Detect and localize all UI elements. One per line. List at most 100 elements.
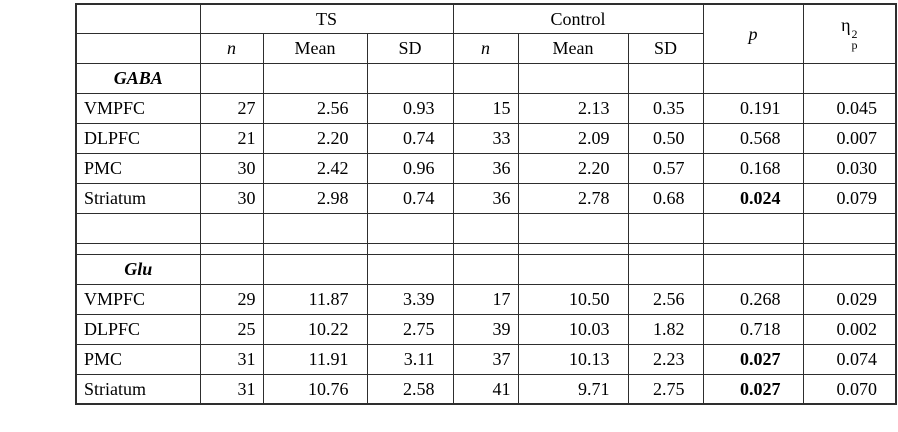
control-sd-cell: 2.75 — [627, 373, 704, 405]
empty-cell — [702, 242, 804, 255]
empty-cell — [702, 62, 804, 94]
table-row: VMPFC 29 11.87 3.39 17 10.50 2.56 0.268 … — [75, 283, 897, 315]
empty-cell — [517, 212, 629, 244]
control-n-cell: 41 — [452, 373, 519, 405]
ts-sd-cell: 2.58 — [366, 373, 454, 405]
empty-cell — [262, 212, 368, 244]
section-label: GABA — [75, 62, 201, 94]
empty-cell — [452, 212, 519, 244]
empty-cell — [199, 212, 264, 244]
table-row: DLPFC 25 10.22 2.75 39 10.03 1.82 0.718 … — [75, 313, 897, 345]
empty-cell — [517, 253, 629, 285]
empty-cell — [517, 62, 629, 94]
eta-symbol: η — [841, 15, 851, 36]
control-n-cell: 39 — [452, 313, 519, 345]
control-n-cell: 37 — [452, 343, 519, 375]
control-mean-cell: 2.78 — [517, 182, 629, 214]
empty-cell — [75, 212, 201, 244]
ts-sd-cell: 0.93 — [366, 92, 454, 124]
empty-cell — [366, 242, 454, 255]
ts-n-cell: 31 — [199, 343, 264, 375]
region-cell: PMC — [75, 152, 201, 184]
control-n-cell: 17 — [452, 283, 519, 315]
control-mean-cell: 2.13 — [517, 92, 629, 124]
region-cell: VMPFC — [75, 92, 201, 124]
header-row-stats: n Mean SD n Mean SD — [75, 32, 896, 64]
empty-cell — [366, 253, 454, 285]
empty-cell — [802, 62, 897, 94]
ts-n-header: n — [199, 32, 264, 64]
empty-cell — [366, 62, 454, 94]
ts-mean-cell: 2.42 — [262, 152, 368, 184]
region-cell: PMC — [75, 343, 201, 375]
control-mean-cell: 2.09 — [517, 122, 629, 154]
control-mean-header: Mean — [517, 32, 629, 64]
p-value-cell: 0.168 — [702, 152, 804, 184]
control-mean-cell: 10.03 — [517, 313, 629, 345]
region-cell: Striatum — [75, 373, 201, 405]
spacer-row — [75, 212, 897, 244]
p-value-cell: 0.024 — [702, 182, 804, 214]
control-mean-cell: 2.20 — [517, 152, 629, 184]
table-row: PMC 30 2.42 0.96 36 2.20 0.57 0.168 0.03… — [75, 152, 897, 184]
p-value-cell: 0.191 — [702, 92, 804, 124]
ts-mean-cell: 2.20 — [262, 122, 368, 154]
empty-cell — [802, 253, 897, 285]
control-sd-cell: 2.23 — [627, 343, 704, 375]
eta-superscript: 2 — [851, 27, 858, 42]
ts-mean-cell: 10.76 — [262, 373, 368, 405]
p-value-cell: 0.568 — [702, 122, 804, 154]
section-label: Glu — [75, 253, 201, 285]
region-cell: VMPFC — [75, 283, 201, 315]
empty-cell — [627, 62, 704, 94]
ts-group-header: TS — [199, 3, 454, 34]
control-mean-cell: 10.13 — [517, 343, 629, 375]
ts-n-cell: 29 — [199, 283, 264, 315]
empty-cell — [199, 62, 264, 94]
ts-n-cell: 30 — [199, 152, 264, 184]
ts-mean-cell: 2.98 — [262, 182, 368, 214]
eta-squared-cell: 0.030 — [802, 152, 897, 184]
empty-cell — [199, 242, 264, 255]
empty-cell — [262, 62, 368, 94]
ts-sd-cell: 0.74 — [366, 182, 454, 214]
eta-squared-cell: 0.045 — [802, 92, 897, 124]
control-n-header: n — [452, 32, 519, 64]
empty-cell — [452, 62, 519, 94]
ts-mean-cell: 11.91 — [262, 343, 368, 375]
empty-cell — [517, 242, 629, 255]
ts-n-cell: 27 — [199, 92, 264, 124]
table-row: VMPFC 27 2.56 0.93 15 2.13 0.35 0.191 0.… — [75, 92, 897, 124]
p-value-cell: 0.027 — [702, 373, 804, 405]
control-sd-cell: 0.50 — [627, 122, 704, 154]
section-row-glu: Glu — [75, 253, 897, 285]
ts-sd-cell: 3.11 — [366, 343, 454, 375]
ts-sd-cell: 2.75 — [366, 313, 454, 345]
control-sd-cell: 1.82 — [627, 313, 704, 345]
control-n-cell: 36 — [452, 182, 519, 214]
control-mean-cell: 9.71 — [517, 373, 629, 405]
ts-mean-cell: 11.87 — [262, 283, 368, 315]
ts-n-cell: 25 — [199, 313, 264, 345]
control-group-header: Control — [452, 3, 704, 34]
ts-sd-header: SD — [366, 32, 454, 64]
control-sd-cell: 0.57 — [627, 152, 704, 184]
ts-mean-header: Mean — [262, 32, 368, 64]
empty-cell — [627, 253, 704, 285]
empty-cell — [702, 212, 804, 244]
eta-squared-cell: 0.070 — [802, 373, 897, 405]
ts-mean-cell: 10.22 — [262, 313, 368, 345]
empty-cell — [262, 242, 368, 255]
region-cell: Striatum — [75, 182, 201, 214]
eta-squared-cell: 0.007 — [802, 122, 897, 154]
spacer-row-short — [75, 242, 897, 255]
p-column-header: p — [702, 3, 804, 64]
control-sd-cell: 0.68 — [627, 182, 704, 214]
p-value-cell: 0.268 — [702, 283, 804, 315]
p-value-cell: 0.718 — [702, 313, 804, 345]
empty-cell — [802, 242, 897, 255]
eta-squared-cell: 0.029 — [802, 283, 897, 315]
